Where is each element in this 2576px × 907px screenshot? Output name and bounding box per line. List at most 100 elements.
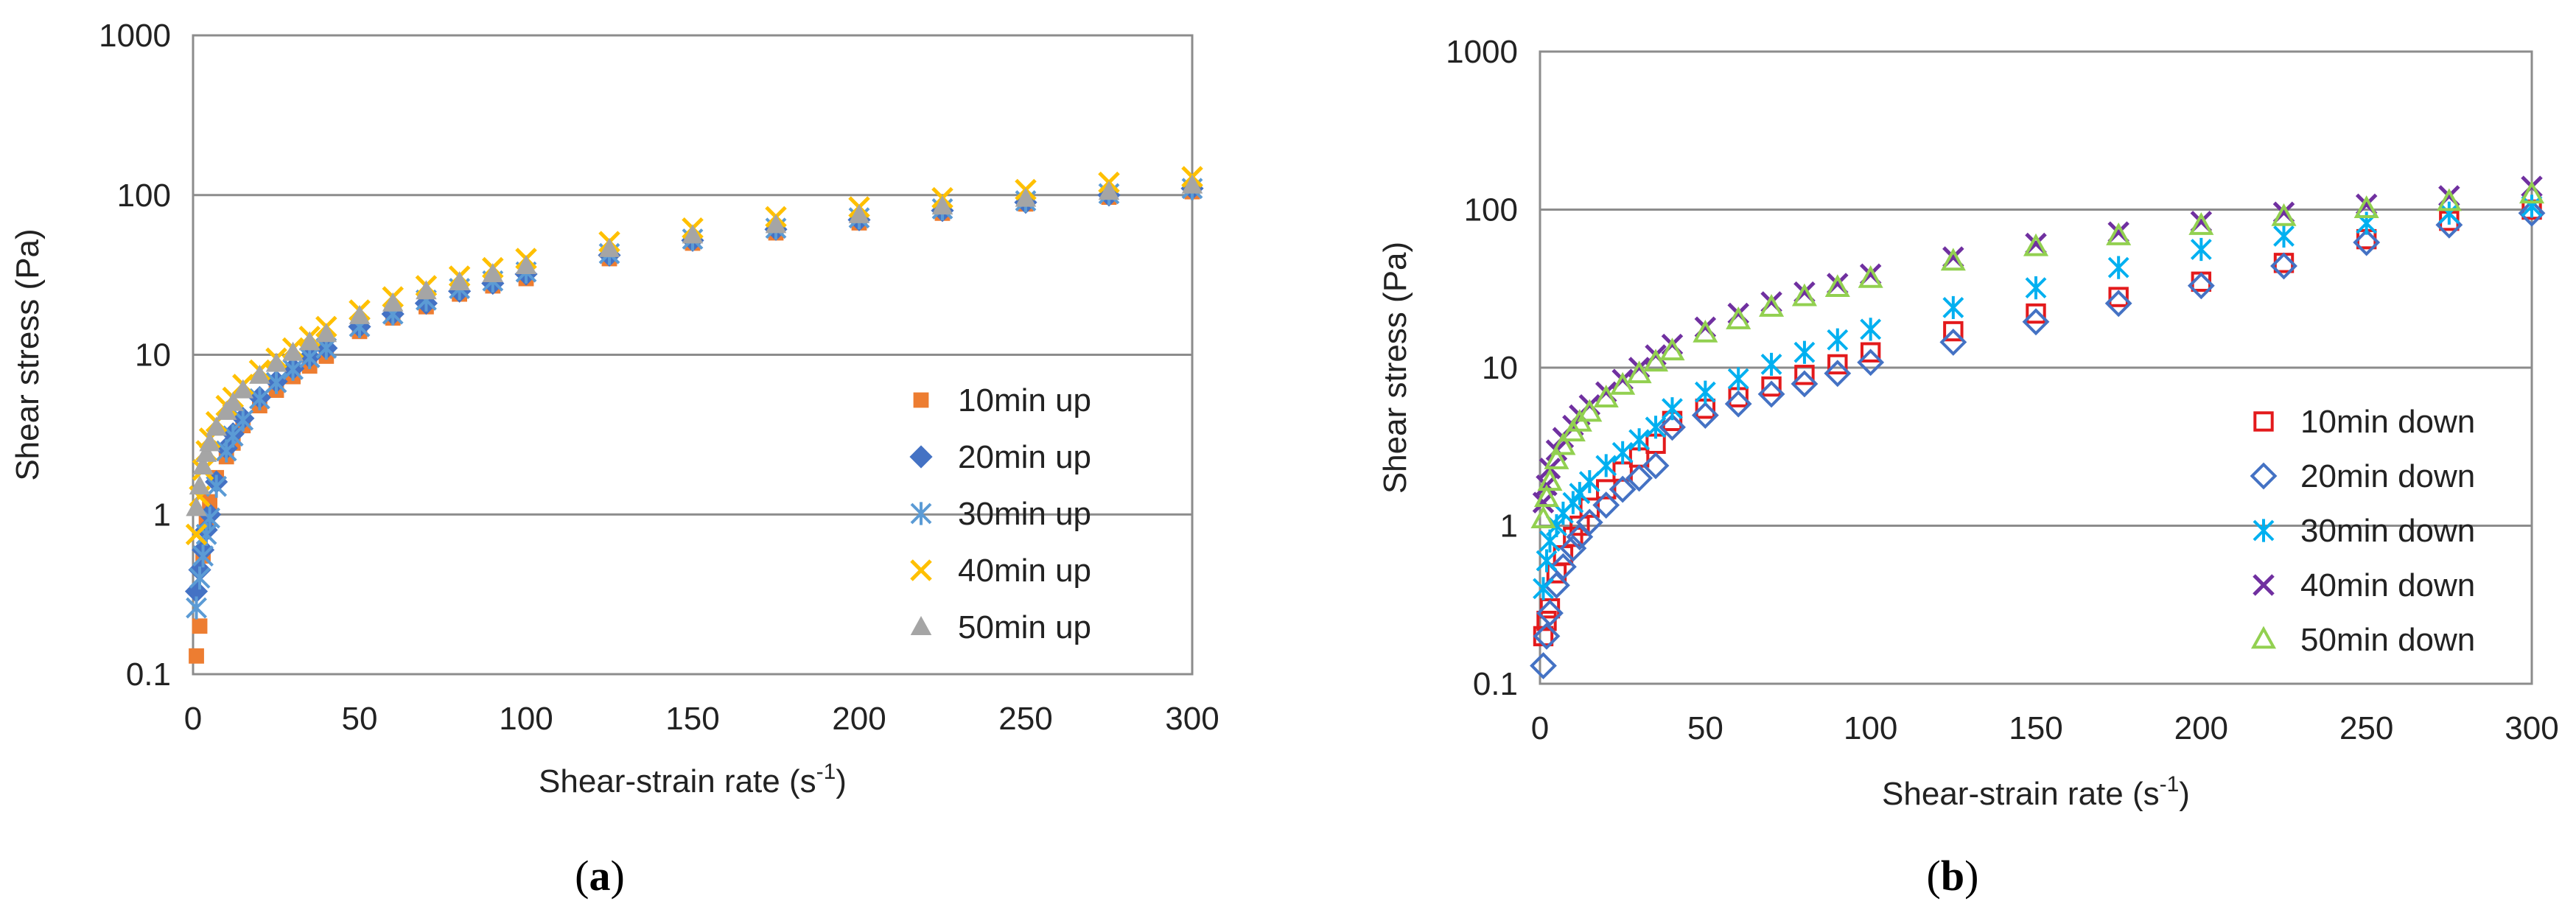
data-point (2025, 276, 2047, 300)
y-axis-title: Shear stress (Pa) (10, 228, 46, 480)
data-point (1693, 319, 1718, 343)
data-point (1532, 491, 1555, 514)
y-tick-label: 100 (1464, 192, 1518, 228)
data-point (2108, 287, 2129, 307)
data-point (1724, 390, 1752, 418)
data-point (1662, 397, 1683, 421)
data-point (2436, 188, 2462, 211)
data-point (1533, 577, 1554, 600)
data-point (382, 292, 404, 312)
panel-label: (b) (1927, 852, 1979, 900)
data-point (1536, 549, 1558, 572)
data-point (1940, 248, 1966, 271)
data-point (249, 364, 270, 384)
data-point (1791, 370, 1819, 398)
x-axis-title-close: ) (2179, 776, 2190, 812)
legend-marker (910, 502, 932, 525)
data-point (2190, 237, 2212, 262)
panel-label-letter: b (1941, 852, 1964, 900)
legend-label: 50min down (2300, 622, 2475, 658)
data-point (192, 455, 214, 475)
x-tick-label: 250 (998, 701, 1052, 737)
series-10min-up (189, 183, 1200, 664)
legend-marker (2253, 411, 2274, 432)
data-point (1659, 413, 1686, 441)
data-point (1533, 484, 1560, 508)
x-axis-title-superscript: -1 (816, 760, 836, 784)
data-point (1611, 441, 1634, 464)
legend-label: 30min up (958, 496, 1091, 532)
data-point (202, 494, 217, 510)
y-tick-label: 0.1 (126, 656, 171, 693)
data-point (1759, 294, 1785, 317)
data-point (206, 416, 227, 436)
data-point (1860, 318, 1882, 341)
data-point (1610, 371, 1636, 395)
y-tick-label: 10 (1482, 350, 1518, 386)
data-point (1626, 360, 1652, 384)
data-point (682, 224, 704, 244)
data-point (232, 379, 254, 399)
legend-label: 20min down (2300, 458, 2475, 494)
x-axis-title-close: ) (836, 763, 847, 799)
data-point (1642, 452, 1670, 480)
data-point (1659, 337, 1685, 361)
data-point (186, 497, 207, 516)
x-tick-label: 0 (1531, 710, 1549, 746)
x-tick-label: 300 (2505, 710, 2558, 746)
panel-label-open: ( (1927, 852, 1941, 900)
legend-label: 40min down (2300, 567, 2475, 603)
data-point (1726, 306, 1751, 329)
data-point (1544, 447, 1569, 469)
panel-label-close: ) (611, 852, 625, 900)
data-point (1625, 464, 1653, 492)
data-point (199, 432, 220, 452)
data-point (184, 580, 209, 603)
legend: 10min up 20min up 30min up 40min up 50min up (909, 382, 1091, 645)
data-point (931, 195, 953, 215)
data-point (2270, 252, 2297, 280)
y-tick-label: 1 (153, 497, 171, 533)
data-point (2519, 181, 2545, 204)
data-point (1791, 283, 1817, 307)
data-point (2026, 303, 2046, 324)
data-point (1595, 454, 1617, 477)
x-tick-label: 200 (832, 701, 886, 737)
data-point (265, 352, 287, 372)
data-point (1827, 354, 1848, 375)
x-tick-label: 250 (2339, 710, 2393, 746)
data-point (315, 323, 337, 343)
y-tick-label: 100 (117, 178, 171, 214)
legend-label: 40min up (958, 553, 1091, 589)
data-point (2104, 290, 2132, 318)
data-point (1549, 553, 1577, 581)
data-point (1550, 432, 1576, 455)
x-axis-title-main: Shear-strain rate (s (539, 763, 816, 799)
data-point (515, 254, 537, 274)
data-point (1536, 599, 1564, 627)
data-point (1577, 399, 1603, 422)
data-point (1857, 349, 1885, 377)
x-tick-label: 150 (2009, 710, 2062, 746)
data-point (1578, 470, 1600, 494)
x-tick-label: 100 (499, 701, 553, 737)
data-point (1727, 367, 1749, 391)
y-tick-label: 0.1 (1473, 666, 1518, 702)
data-point (2022, 308, 2050, 336)
x-tick-label: 200 (2174, 710, 2228, 746)
x-axis-title-main: Shear-strain rate (s (1882, 776, 2160, 812)
legend-marker (910, 559, 932, 581)
x-tick-label: 50 (342, 701, 378, 737)
x-tick-label: 100 (1844, 710, 1897, 746)
y-tick-label: 1000 (1446, 34, 1518, 70)
data-point (265, 371, 287, 394)
legend-marker (913, 392, 929, 408)
y-tick-label: 10 (135, 337, 171, 374)
data-point (1537, 468, 1563, 491)
data-point (1757, 380, 1785, 408)
x-axis-title-superscript: -1 (2160, 772, 2180, 796)
data-point (1609, 475, 1637, 503)
data-point (186, 596, 207, 620)
x-axis-title: Shear-strain rate (s-1) (539, 760, 847, 799)
